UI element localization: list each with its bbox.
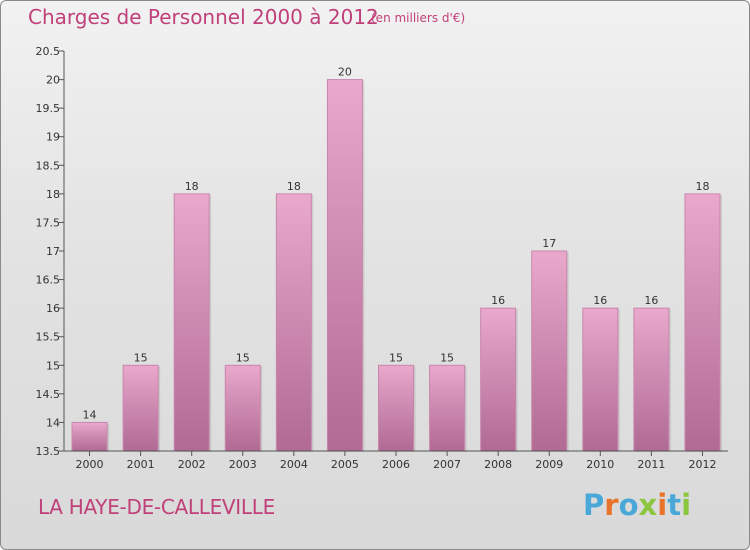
- proxiti-logo: Proxiti: [583, 488, 691, 522]
- y-tick-label: 15: [46, 359, 60, 372]
- bar-value-label: 15: [389, 351, 403, 364]
- bar-2007: [429, 364, 466, 452]
- y-tick-label: 14: [46, 416, 60, 429]
- x-tick-label: 2008: [484, 458, 512, 471]
- x-tick-label: 2007: [433, 458, 461, 471]
- logo-letter: P: [583, 488, 605, 522]
- bar-value-label: 15: [236, 351, 250, 364]
- bar-2011: [633, 307, 670, 452]
- bar-2010: [582, 307, 619, 452]
- y-tick-label: 20: [46, 74, 60, 87]
- x-tick-label: 2009: [535, 458, 563, 471]
- bar-value-label: 16: [491, 294, 505, 307]
- bar-2008: [480, 307, 517, 452]
- bar-value-label: 15: [134, 351, 148, 364]
- bar-value-label: 15: [440, 351, 454, 364]
- bar-2000: [71, 421, 108, 452]
- bar-value-label: 17: [542, 237, 556, 250]
- y-tick-label: 15.5: [36, 331, 61, 344]
- y-tick-label: 19: [46, 131, 60, 144]
- bar-2009: [531, 250, 568, 452]
- y-tick-label: 13.5: [36, 445, 61, 458]
- x-tick-label: 2001: [127, 458, 155, 471]
- x-tick-label: 2006: [382, 458, 410, 471]
- bar-value-label: 20: [338, 66, 352, 79]
- y-tick-label: 17: [46, 245, 60, 258]
- x-tick-label: 2005: [331, 458, 359, 471]
- bar-value-label: 18: [695, 180, 709, 193]
- y-tick-label: 16.5: [36, 274, 61, 287]
- y-tick-label: 17.5: [36, 216, 61, 229]
- logo-letter: i: [657, 488, 668, 522]
- bar-value-label: 16: [644, 294, 658, 307]
- x-tick-label: 2011: [637, 458, 665, 471]
- y-tick-label: 18: [46, 188, 60, 201]
- logo-letter: t: [667, 488, 682, 522]
- y-tick-label: 19.5: [36, 102, 61, 115]
- y-tick-label: 14.5: [36, 388, 61, 401]
- x-tick-label: 2000: [76, 458, 104, 471]
- logo-letter: x: [638, 488, 658, 522]
- y-tick-label: 16: [46, 302, 60, 315]
- bar-2005: [326, 79, 363, 452]
- y-tick-label: 20.5: [36, 45, 61, 58]
- bar-2004: [275, 193, 312, 452]
- x-tick-label: 2004: [280, 458, 308, 471]
- chart-title: Charges de Personnel 2000 à 2012: [28, 5, 379, 29]
- bar-2002: [173, 193, 210, 452]
- x-tick-label: 2010: [586, 458, 614, 471]
- logo-letter: o: [618, 488, 639, 522]
- bar-2006: [378, 364, 414, 452]
- bar-2001: [122, 364, 159, 452]
- y-tick-label: 18.5: [36, 159, 61, 172]
- bar-2003: [224, 364, 261, 452]
- bar-value-label: 14: [83, 408, 97, 421]
- logo-letter: r: [604, 488, 619, 522]
- logo-letter: i: [681, 488, 692, 522]
- bar-value-label: 18: [185, 180, 199, 193]
- bar-value-label: 16: [593, 294, 607, 307]
- bar-2012: [684, 193, 721, 452]
- x-tick-label: 2003: [229, 458, 257, 471]
- commune-name: LA HAYE-DE-CALLEVILLE: [38, 495, 275, 519]
- x-tick-label: 2012: [688, 458, 716, 471]
- x-tick-label: 2002: [178, 458, 206, 471]
- bar-value-label: 18: [287, 180, 301, 193]
- chart-unit: (en milliers d'€): [371, 11, 466, 25]
